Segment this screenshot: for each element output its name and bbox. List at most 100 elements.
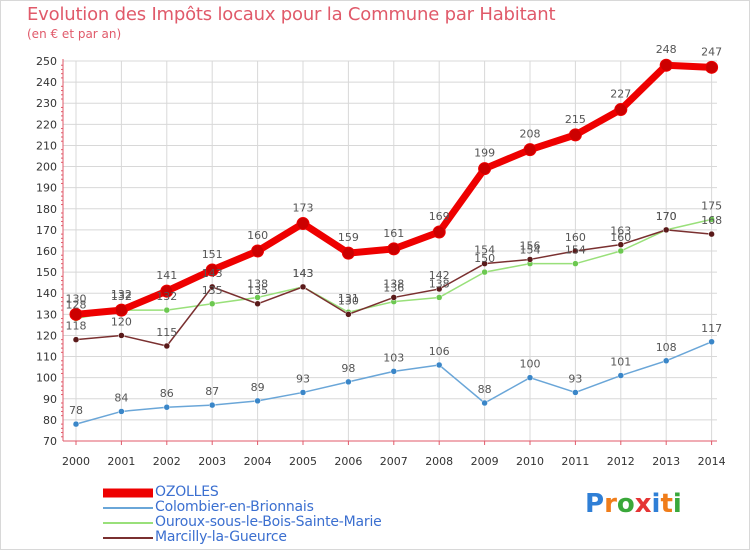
- axis-layer: 7080901001101201301401501601701801902002…: [36, 55, 726, 468]
- data-label: 175: [701, 199, 722, 212]
- y-tick-label: 90: [43, 393, 57, 406]
- data-label: 199: [474, 147, 495, 160]
- data-point: [163, 306, 171, 314]
- data-label: 103: [383, 351, 404, 364]
- y-tick-label: 220: [36, 118, 57, 131]
- data-point: [299, 283, 307, 291]
- data-point: [390, 368, 398, 375]
- legend-swatch: [103, 488, 153, 498]
- data-point: [72, 420, 80, 428]
- data-label: 93: [296, 372, 310, 385]
- data-label: 208: [520, 128, 541, 141]
- data-point: [662, 226, 670, 234]
- data-label: 143: [293, 267, 314, 280]
- data-point: [572, 247, 579, 255]
- data-label: 161: [383, 227, 404, 240]
- data-label: 130: [66, 292, 87, 305]
- data-point: [435, 361, 443, 369]
- data-point: [251, 244, 265, 258]
- data-label: 142: [429, 269, 450, 282]
- data-label: 101: [610, 356, 631, 369]
- data-label: 160: [610, 231, 631, 244]
- data-point: [481, 268, 488, 276]
- x-tick-label: 2001: [107, 455, 135, 468]
- data-point: [617, 241, 625, 248]
- data-point: [387, 242, 401, 256]
- data-label: 120: [111, 315, 132, 328]
- y-tick-label: 160: [36, 245, 57, 258]
- data-label: 136: [383, 282, 404, 295]
- data-label: 118: [66, 320, 87, 333]
- data-point: [708, 230, 715, 238]
- y-tick-label: 170: [36, 224, 57, 237]
- data-label: 160: [565, 231, 586, 244]
- data-label-layer: 130 132 141 151 160 173 159 161 169 199 208 215 227 2…: [66, 43, 723, 417]
- proxiti-logo: Proxiti: [585, 489, 682, 519]
- x-tick-label: 2013: [652, 455, 680, 468]
- data-label: 143: [202, 267, 223, 280]
- data-label: 93: [568, 372, 582, 385]
- data-point: [208, 300, 216, 308]
- y-tick-label: 190: [36, 182, 57, 195]
- data-label: 138: [247, 277, 268, 290]
- data-point: [708, 338, 715, 346]
- logo-letter: i: [651, 489, 661, 519]
- data-point: [432, 225, 446, 239]
- data-point: [208, 283, 216, 291]
- chart-subtitle: (en € et par an): [27, 27, 122, 41]
- data-label: 227: [610, 88, 631, 101]
- data-label: 154: [474, 244, 495, 257]
- y-tick-label: 110: [36, 351, 57, 364]
- data-label: 169: [429, 210, 450, 223]
- data-point: [205, 263, 219, 277]
- data-point: [572, 389, 579, 396]
- x-tick-label: 2004: [244, 455, 272, 468]
- data-label: 108: [656, 341, 677, 354]
- data-label: 154: [520, 244, 541, 257]
- y-tick-label: 180: [36, 203, 57, 216]
- data-point: [254, 397, 261, 405]
- data-point: [345, 311, 352, 318]
- data-point: [659, 58, 673, 72]
- data-label: 106: [429, 345, 450, 358]
- data-point: [341, 246, 355, 260]
- x-tick-label: 2000: [62, 455, 90, 468]
- data-point: [478, 162, 492, 176]
- data-point: [523, 143, 537, 157]
- logo-letter: x: [634, 489, 652, 519]
- data-point: [481, 260, 488, 267]
- x-tick-label: 2009: [471, 455, 499, 468]
- data-point: [526, 374, 534, 381]
- data-label: 98: [341, 362, 355, 375]
- data-point: [705, 60, 719, 74]
- data-point: [568, 128, 582, 142]
- data-label: 86: [160, 387, 174, 400]
- legend-item: Marcilly-la-Gueurce: [101, 530, 421, 545]
- data-point: [526, 256, 534, 263]
- data-label: 159: [338, 231, 359, 244]
- data-label: 163: [610, 225, 631, 238]
- data-label: 156: [520, 239, 541, 252]
- data-point: [160, 284, 174, 298]
- data-point: [254, 300, 261, 308]
- data-label: 150: [474, 252, 495, 265]
- data-label: 173: [293, 202, 314, 215]
- x-tick-label: 2010: [516, 455, 544, 468]
- data-label: 131: [338, 292, 359, 305]
- data-point: [299, 389, 307, 396]
- data-point: [163, 403, 171, 411]
- x-tick-label: 2002: [153, 455, 181, 468]
- data-label: 132: [111, 288, 132, 301]
- series-layer: [69, 58, 719, 428]
- x-tick-label: 2005: [289, 455, 317, 468]
- data-label: 89: [251, 381, 265, 394]
- grid-layer: [63, 60, 717, 442]
- legend-label: Colombier-en-Brionnais: [155, 499, 314, 515]
- data-point: [572, 260, 579, 267]
- y-tick-label: 240: [36, 76, 57, 89]
- data-point: [617, 247, 625, 255]
- data-point: [118, 332, 125, 339]
- x-tick-label: 2003: [198, 455, 226, 468]
